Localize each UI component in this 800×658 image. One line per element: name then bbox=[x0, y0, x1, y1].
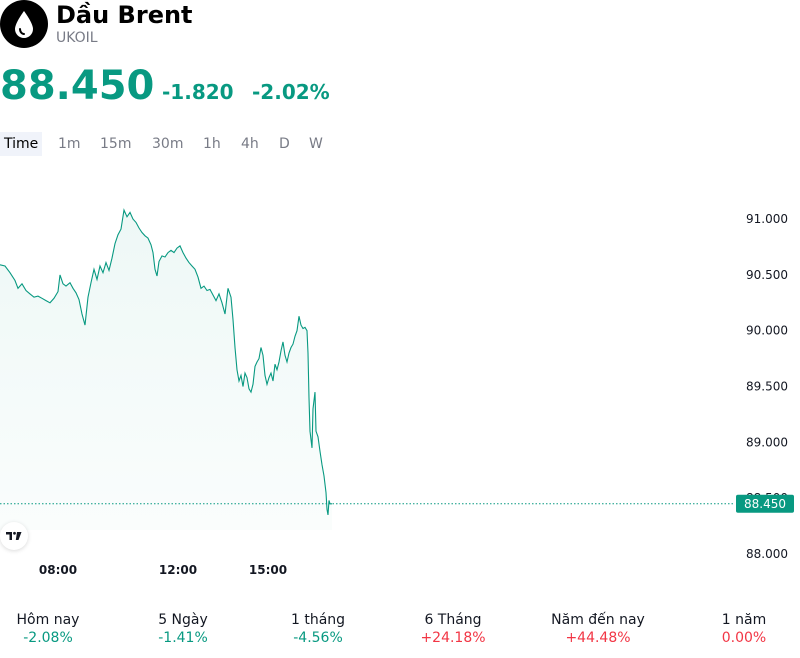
perf-1-year[interactable]: 1 năm 0.00% bbox=[684, 612, 800, 648]
x-tick-label: 12:00 bbox=[159, 563, 197, 577]
perf-value: +44.48% bbox=[565, 630, 631, 646]
perf-today[interactable]: Hôm nay -2.08% bbox=[0, 612, 108, 648]
price-chart[interactable]: 88.000 88.500 89.000 89.500 90.000 90.50… bbox=[0, 180, 800, 580]
tab-30m[interactable]: 30m bbox=[152, 136, 184, 152]
price-series-line bbox=[0, 208, 332, 515]
perf-value: -2.08% bbox=[23, 630, 73, 646]
perf-value: -1.41% bbox=[158, 630, 208, 646]
instrument-title: Dầu Brent bbox=[56, 1, 193, 29]
price-change: -1.820 bbox=[162, 80, 234, 104]
tab-1h[interactable]: 1h bbox=[203, 136, 221, 152]
perf-value: +24.18% bbox=[420, 630, 486, 646]
y-tick-label: 89.000 bbox=[746, 435, 788, 449]
perf-label: 1 năm bbox=[721, 612, 767, 628]
tab-15m[interactable]: 15m bbox=[100, 136, 132, 152]
oil-drop-icon bbox=[15, 11, 33, 38]
price-change-percent: -2.02% bbox=[252, 80, 330, 104]
perf-value: -4.56% bbox=[293, 630, 343, 646]
x-tick-label: 08:00 bbox=[39, 563, 77, 577]
tab-1m[interactable]: 1m bbox=[58, 136, 81, 152]
tab-d[interactable]: D bbox=[279, 136, 290, 152]
last-price-badge-label: 88.450 bbox=[744, 497, 786, 511]
perf-5-days[interactable]: 5 Ngày -1.41% bbox=[123, 612, 243, 648]
perf-1-month[interactable]: 1 tháng -4.56% bbox=[258, 612, 378, 648]
y-tick-label: 90.500 bbox=[746, 268, 788, 282]
x-tick-label: 15:00 bbox=[249, 563, 287, 577]
tradingview-logo[interactable] bbox=[0, 522, 28, 550]
tradingview-icon bbox=[6, 531, 22, 540]
perf-label: 1 tháng bbox=[290, 612, 346, 628]
oil-drop-logo bbox=[0, 0, 48, 48]
perf-label: 6 Tháng bbox=[424, 612, 482, 628]
last-price: 88.450 bbox=[0, 63, 155, 109]
price-area-fill bbox=[0, 210, 332, 530]
perf-6-months[interactable]: 6 Tháng +24.18% bbox=[393, 612, 513, 648]
last-price-badge bbox=[736, 494, 794, 513]
perf-label: Năm đến nay bbox=[551, 612, 645, 628]
tab-time[interactable]: Time bbox=[0, 132, 43, 156]
perf-value: 0.00% bbox=[721, 630, 767, 646]
tab-4h[interactable]: 4h bbox=[241, 136, 259, 152]
perf-label: Hôm nay bbox=[16, 612, 80, 628]
y-tick-label: 90.000 bbox=[746, 324, 788, 338]
y-tick-label: 91.000 bbox=[746, 212, 788, 226]
tab-w[interactable]: W bbox=[309, 136, 323, 152]
y-tick-label: 89.500 bbox=[746, 380, 788, 394]
ticker-symbol: UKOIL bbox=[56, 30, 98, 46]
perf-ytd[interactable]: Năm đến nay +44.48% bbox=[538, 612, 658, 648]
y-tick-label: 88.000 bbox=[746, 547, 788, 561]
perf-label: 5 Ngày bbox=[158, 612, 208, 628]
x-axis: 08:00 12:00 15:00 bbox=[39, 563, 287, 577]
